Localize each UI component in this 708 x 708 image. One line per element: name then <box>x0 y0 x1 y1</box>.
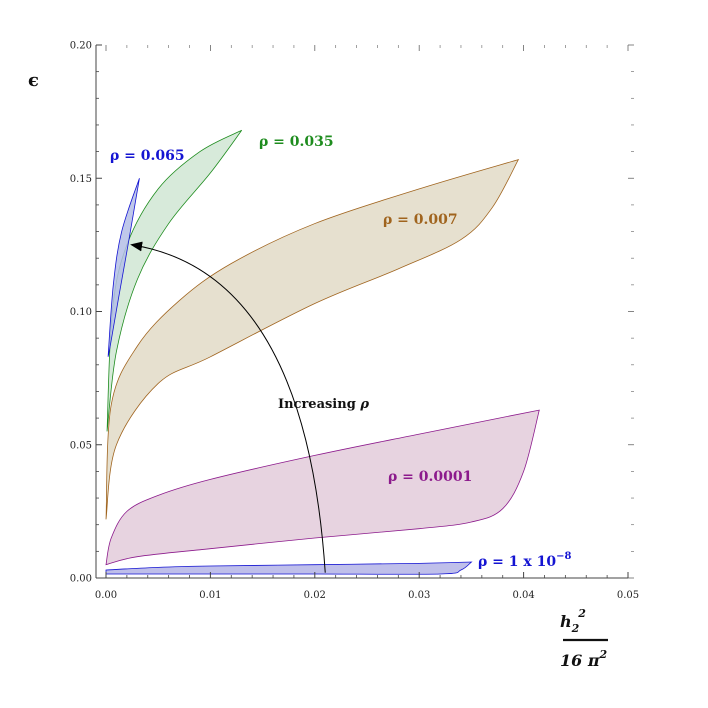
x-tick-label: 0.01 <box>199 590 221 601</box>
series-label-3: ρ = 0.035 <box>259 134 334 150</box>
region-0 <box>105 561 473 575</box>
x-tick-label: 0.02 <box>304 590 326 601</box>
x-axis-label-subscript: 2 <box>571 622 580 635</box>
y-tick-label: 0.10 <box>70 307 92 318</box>
x-tick-label: 0.05 <box>617 590 639 601</box>
region-1 <box>105 409 540 566</box>
region-layer <box>105 129 540 575</box>
region-4 <box>107 178 140 357</box>
x-axis-label-numerator: h22 <box>560 607 586 635</box>
y-tick-label: 0.05 <box>70 440 92 451</box>
y-axis-label: ϵ <box>28 70 39 91</box>
x-tick-label: 0.00 <box>95 590 117 601</box>
annotation-label: Increasing ρ <box>278 397 369 412</box>
increasing-rho-arrow <box>130 241 326 573</box>
x-axis-label-denominator-superscript: 2 <box>599 648 608 661</box>
annotation-layer: Increasing ρ <box>130 241 369 573</box>
x-tick-label: 0.04 <box>512 590 534 601</box>
x-axis-label-superscript: 2 <box>577 607 586 620</box>
region-2 <box>105 158 520 520</box>
series-label-2: ρ = 0.007 <box>383 212 458 228</box>
tick-layer: 0.00 0.05 0.10 0.15 0.20 0.00 0.01 0.02 0.03 0.04… <box>70 41 639 602</box>
series-label-0: ρ = 1 x 10−8 <box>478 551 571 570</box>
series-label-superscript: −8 <box>556 551 571 562</box>
annotation-symbol: ρ <box>359 397 369 412</box>
series-label-1: ρ = 0.0001 <box>388 469 472 485</box>
x-tick-label: 0.03 <box>408 590 430 601</box>
y-tick-label: 0.15 <box>70 174 92 185</box>
y-tick-label: 0.20 <box>70 41 92 52</box>
y-tick-label: 0.00 <box>70 574 92 585</box>
series-label-4: ρ = 0.065 <box>110 148 185 164</box>
label-layer: ϵ h22 16 π2 ρ = 1 x 10−8 ρ = 0.0001 ρ = 0.007… <box>28 70 608 670</box>
x-axis-label-denominator: 16 π2 <box>560 648 608 670</box>
